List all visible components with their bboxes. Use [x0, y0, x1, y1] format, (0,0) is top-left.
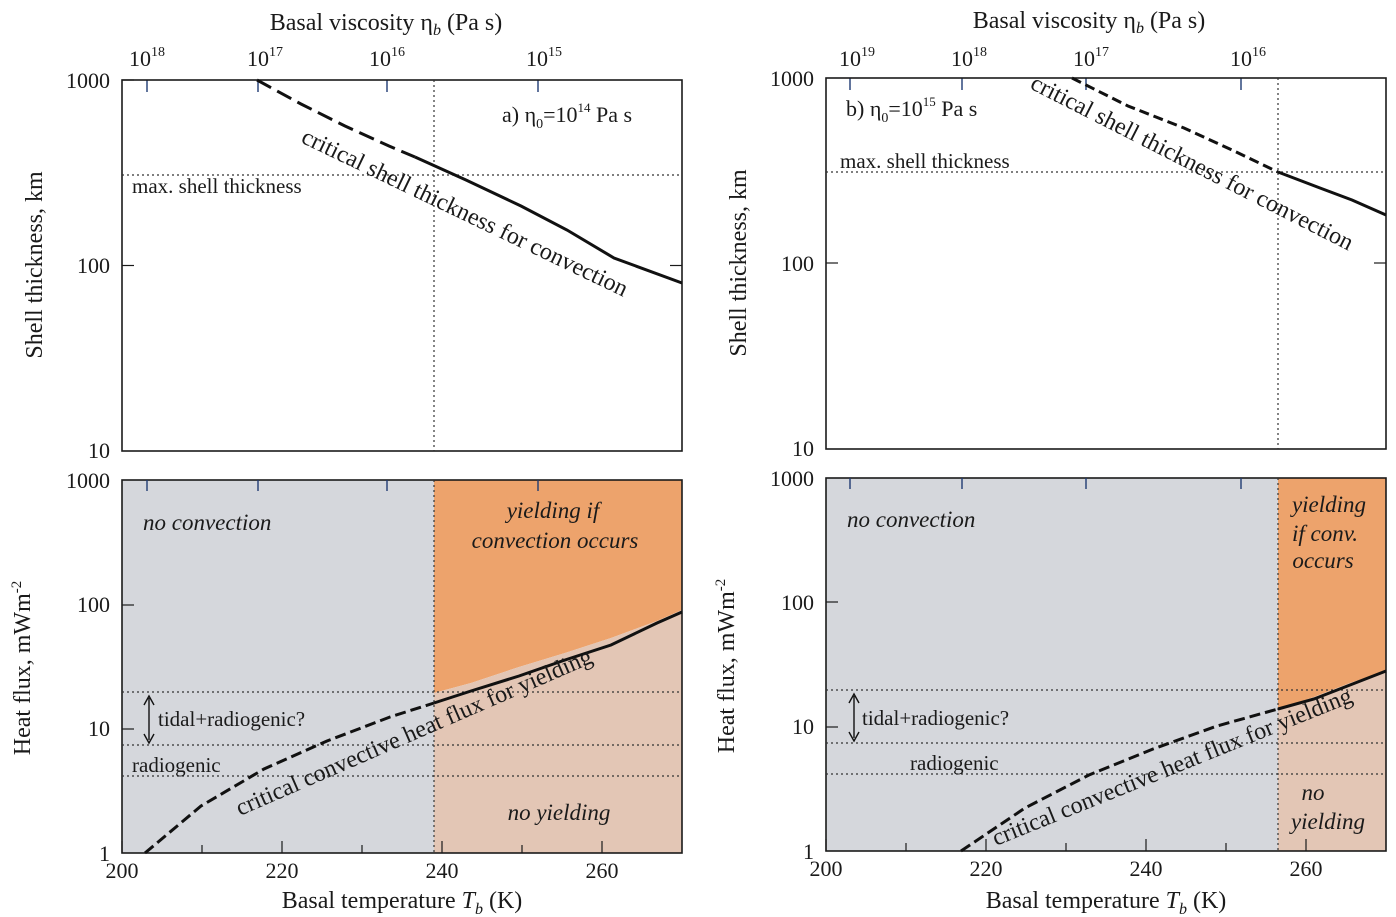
a-top-y-axis-title: Shell thickness, km — [22, 171, 48, 359]
b-max-thickness-label: max. shell thickness — [840, 149, 1010, 173]
b-yielding-label-2: if conv. — [1292, 521, 1358, 546]
b-bottom-plot-frame — [825, 477, 1387, 852]
a-bottom-y-axis-title: Heat flux, mWm-2 — [9, 581, 36, 755]
b-x-axis-title: Basal temperature Tb (K) — [986, 888, 1227, 917]
b-xtick-label: 200 — [810, 856, 843, 881]
b-radiogenic-label: radiogenic — [910, 751, 999, 775]
a-max-thickness-label: max. shell thickness — [132, 174, 302, 198]
b-tidal-arrow — [848, 692, 860, 743]
a-tidal-arrow — [143, 694, 155, 745]
b-no-convection-label: no convection — [847, 507, 975, 532]
b-xtick-label: 240 — [1130, 856, 1163, 881]
a-xtick-label: 220 — [266, 858, 299, 883]
a-top-tick-label: 1015 — [526, 45, 562, 71]
a-heatflux-curve-solid — [433, 610, 683, 705]
b-xtick-label: 260 — [1290, 856, 1323, 881]
a-bottom-plot-frame — [121, 479, 683, 854]
b-ytick-label: 10 — [792, 436, 814, 461]
a-top-axis-title: Basal viscosity ηb (Pa s) — [270, 10, 503, 39]
b-top-tick-label: 1018 — [951, 45, 987, 71]
a-no-yielding-label: no yielding — [508, 800, 611, 825]
panel-b-thickness: Basal viscosity ηb (Pa s) 1019 1018 1017… — [726, 8, 1387, 461]
b-top-tick-label: 1016 — [1230, 45, 1266, 71]
b-ytick-label: 1 — [803, 839, 814, 864]
a-yielding-label-2: convection occurs — [472, 528, 639, 553]
a-top-tick-label: 1016 — [369, 45, 405, 71]
a-region-yielding — [434, 480, 682, 693]
b-no-yielding-label-2: yielding — [1289, 809, 1365, 834]
b-top-tick-label: 1017 — [1073, 45, 1109, 71]
b-ytick-label: 1000 — [770, 66, 814, 91]
b-thickness-curve-dashed — [1071, 76, 1279, 174]
a-ytick-label: 1000 — [66, 68, 110, 93]
a-region-no-convection — [122, 480, 434, 853]
a-ytick-label: 1 — [99, 841, 110, 866]
b-thickness-curve-label: critical shell thickness for convection — [1026, 70, 1357, 256]
a-panel-label: a) η0=1014 Pa s — [502, 100, 632, 132]
a-thickness-curve-solid — [414, 155, 683, 285]
b-region-yielding — [1278, 478, 1386, 709]
a-bottom-top-ticks — [146, 480, 539, 491]
a-ytick-label: 10 — [88, 438, 110, 463]
a-xtick-label: 260 — [586, 858, 619, 883]
a-xtick-label: 200 — [106, 858, 139, 883]
a-ytick-label: 100 — [77, 253, 110, 278]
b-panel-label: b) η0=1015 Pa s — [846, 94, 977, 126]
b-top-tick-labels: 1019 1018 1017 1016 — [839, 45, 1266, 71]
a-top-tick-labels: 1018 1017 1016 1015 — [129, 45, 562, 71]
panel-b-heatflux: 1000 100 10 1 200 220 240 260 Basal temp… — [713, 466, 1387, 917]
a-bottom-yticks: 1000 100 10 1 — [66, 468, 134, 866]
b-ytick-label: 1000 — [770, 466, 814, 491]
panel-a-heatflux: 1000 100 10 1 200 220 240 260 Basal temp… — [9, 468, 683, 917]
a-yielding-label-1: yielding if — [505, 498, 603, 523]
a-radiogenic-label: radiogenic — [132, 753, 221, 777]
a-no-convection-label: no convection — [143, 510, 271, 535]
b-top-yticks: 1000 100 10 — [770, 66, 1386, 461]
a-xtick-label: 240 — [426, 858, 459, 883]
b-region-no-yielding — [1278, 671, 1386, 851]
b-tidal-label: tidal+radiogenic? — [862, 706, 1009, 730]
a-ytick-label: 100 — [77, 592, 110, 617]
b-xtick-label: 220 — [970, 856, 1003, 881]
a-region-no-yielding — [434, 610, 682, 853]
b-heatflux-curve-dashed — [960, 707, 1279, 853]
a-top-ticks — [146, 80, 539, 92]
b-bottom-yticks: 1000 100 10 1 — [770, 466, 838, 864]
b-bottom-top-ticks — [849, 478, 1242, 489]
a-ytick-label: 1000 — [66, 468, 110, 493]
b-ytick-label: 100 — [781, 590, 814, 615]
a-x-axis-title: Basal temperature Tb (K) — [282, 888, 523, 917]
b-yielding-label-1: yielding — [1290, 492, 1366, 517]
a-thickness-curve-dashed — [256, 78, 416, 159]
panel-a-thickness: Basal viscosity ηb (Pa s) 1018 1017 1016… — [22, 10, 683, 463]
b-heatflux-curve-solid — [1277, 669, 1387, 711]
a-tidal-label: tidal+radiogenic? — [158, 707, 305, 731]
b-top-tick-label: 1019 — [839, 45, 875, 71]
b-no-yielding-label-1: no — [1302, 780, 1325, 805]
b-ytick-label: 100 — [781, 251, 814, 276]
b-top-axis-title: Basal viscosity ηb (Pa s) — [973, 8, 1206, 37]
b-xticks: 200 220 240 260 — [810, 839, 1323, 881]
a-top-yticks: 1000 100 10 — [66, 68, 682, 463]
b-top-y-axis-title: Shell thickness, km — [726, 169, 752, 357]
a-xticks: 200 220 240 260 — [106, 841, 619, 883]
b-region-no-convection — [826, 478, 1278, 851]
a-thickness-curve-label: critical shell thickness for convection — [297, 124, 632, 302]
b-ytick-label: 10 — [792, 714, 814, 739]
b-yielding-label-3: occurs — [1292, 548, 1353, 573]
a-top-tick-label: 1018 — [129, 45, 165, 71]
a-top-tick-label: 1017 — [247, 45, 283, 71]
a-heatflux-curve-dashed — [144, 701, 435, 855]
a-ytick-label: 10 — [88, 716, 110, 741]
b-thickness-curve-solid — [1277, 170, 1387, 217]
b-bottom-y-axis-title: Heat flux, mWm-2 — [713, 579, 740, 753]
